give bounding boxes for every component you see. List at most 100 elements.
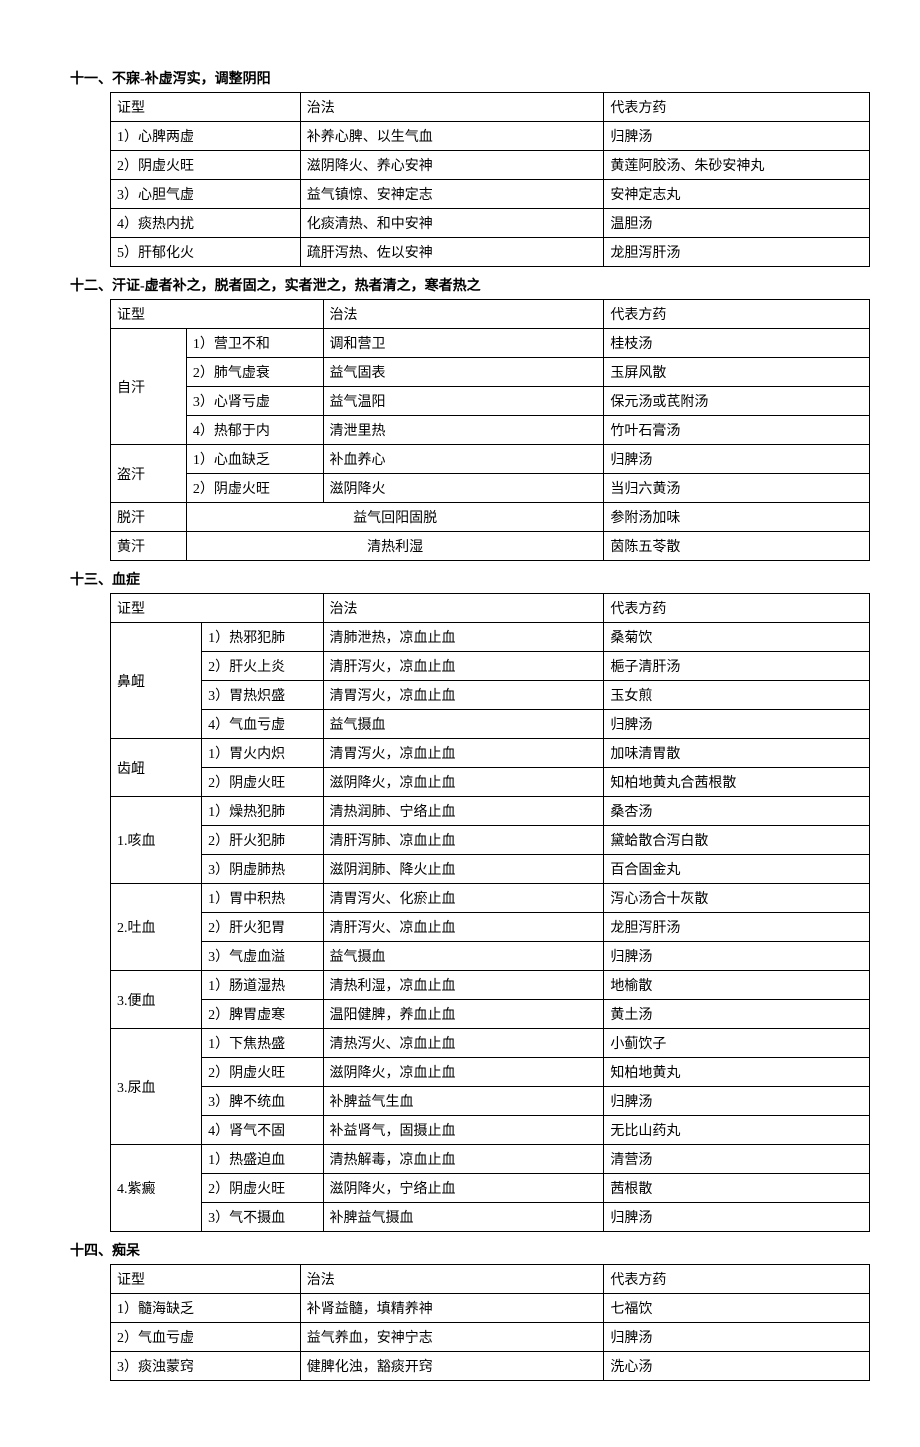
cell: 桑菊饮 <box>604 623 870 652</box>
cell: 桂枝汤 <box>604 329 870 358</box>
cell: 桑杏汤 <box>604 797 870 826</box>
cell: 1）心血缺乏 <box>186 445 323 474</box>
cell: 清肝泻火，凉血止血 <box>323 652 604 681</box>
cell: 补益肾气，固摄止血 <box>323 1116 604 1145</box>
cell: 2）阴虚火旺 <box>111 151 301 180</box>
cell: 益气养血，安神宁志 <box>300 1323 604 1352</box>
table-11: 证型 治法 代表方药 1）心脾两虚补养心脾、以生气血归脾汤2）阴虚火旺滋阴降火、… <box>110 92 870 267</box>
cell: 2）阴虚火旺 <box>202 768 323 797</box>
cell: 归脾汤 <box>604 942 870 971</box>
table-13: 证型 治法 代表方药 鼻衄1）热邪犯肺清肺泄热，凉血止血桑菊饮2）肝火上炎清肝泻… <box>110 593 870 1232</box>
cell: 清泄里热 <box>323 416 604 445</box>
cell: 茜根散 <box>604 1174 870 1203</box>
cell: 4）痰热内扰 <box>111 209 301 238</box>
th: 证型 <box>111 93 301 122</box>
cell: 3）心胆气虚 <box>111 180 301 209</box>
section-12-title: 十二、汗证-虚者补之，脱者固之，实者泄之，热者清之，寒者热之 <box>70 275 850 295</box>
section-13-title: 十三、血症 <box>70 569 850 589</box>
cell: 2）肝火犯肺 <box>202 826 323 855</box>
cell: 1）营卫不和 <box>186 329 323 358</box>
cell: 1）下焦热盛 <box>202 1029 323 1058</box>
cell: 补肾益髓，填精养神 <box>300 1294 604 1323</box>
cell: 滋阴降火，凉血止血 <box>323 768 604 797</box>
group-cell: 盗汗 <box>111 445 187 503</box>
cell: 3）胃热炽盛 <box>202 681 323 710</box>
cell: 无比山药丸 <box>604 1116 870 1145</box>
cell: 3）痰浊蒙窍 <box>111 1352 301 1381</box>
cell: 滋阴降火，宁络止血 <box>323 1174 604 1203</box>
tbody-12: 自汗1）营卫不和调和营卫桂枝汤 2）肺气虚衰益气固表玉屏风散 3）心肾亏虚益气温阳保… <box>111 329 870 561</box>
cell: 安神定志丸 <box>604 180 870 209</box>
cell: 1）热邪犯肺 <box>202 623 323 652</box>
cell: 归脾汤 <box>604 1323 870 1352</box>
cell: 3）脾不统血 <box>202 1087 323 1116</box>
cell: 2）肝火犯胃 <box>202 913 323 942</box>
group-cell: 1.咳血 <box>111 797 202 884</box>
tbody-11: 1）心脾两虚补养心脾、以生气血归脾汤2）阴虚火旺滋阴降火、养心安神黄莲阿胶汤、朱… <box>111 122 870 267</box>
th: 证型 <box>111 594 324 623</box>
th: 治法 <box>300 93 604 122</box>
cell: 加味清胃散 <box>604 739 870 768</box>
cell: 益气回阳固脱 <box>186 503 603 532</box>
cell: 清热解毒，凉血止血 <box>323 1145 604 1174</box>
cell: 知柏地黄丸合茜根散 <box>604 768 870 797</box>
table-12: 证型 治法 代表方药 自汗1）营卫不和调和营卫桂枝汤2）肺气虚衰益气固表玉屏风散… <box>110 299 870 561</box>
cell: 梔子清肝汤 <box>604 652 870 681</box>
cell: 温胆汤 <box>604 209 870 238</box>
cell: 小蓟饮子 <box>604 1029 870 1058</box>
cell: 调和营卫 <box>323 329 604 358</box>
section-11-title: 十一、不寐-补虚泻实，调整阴阳 <box>70 68 850 88</box>
cell: 1）热盛迫血 <box>202 1145 323 1174</box>
cell: 保元汤或芪附汤 <box>604 387 870 416</box>
cell: 滋阴降火，凉血止血 <box>323 1058 604 1087</box>
th: 代表方药 <box>604 1265 870 1294</box>
cell: 2）肺气虚衰 <box>186 358 323 387</box>
group-cell: 3.便血 <box>111 971 202 1029</box>
cell: 益气摄血 <box>323 942 604 971</box>
cell: 清胃泻火，凉血止血 <box>323 739 604 768</box>
cell: 1）胃火内炽 <box>202 739 323 768</box>
group-cell: 鼻衄 <box>111 623 202 739</box>
cell: 归脾汤 <box>604 710 870 739</box>
cell: 益气摄血 <box>323 710 604 739</box>
cell: 2）气血亏虚 <box>111 1323 301 1352</box>
tbody-14: 1）髓海缺乏补肾益髓，填精养神七福饮2）气血亏虚益气养血，安神宁志归脾汤3）痰浊… <box>111 1294 870 1381</box>
cell: 补养心脾、以生气血 <box>300 122 604 151</box>
cell: 清热泻火、凉血止血 <box>323 1029 604 1058</box>
group-cell: 齿衄 <box>111 739 202 797</box>
cell: 玉屏风散 <box>604 358 870 387</box>
cell: 归脾汤 <box>604 1203 870 1232</box>
cell: 玉女煎 <box>604 681 870 710</box>
cell: 归脾汤 <box>604 122 870 151</box>
th: 治法 <box>300 1265 604 1294</box>
cell: 4）气血亏虚 <box>202 710 323 739</box>
th: 治法 <box>323 594 604 623</box>
cell: 健脾化浊，豁痰开窍 <box>300 1352 604 1381</box>
group-cell: 自汗 <box>111 329 187 445</box>
cell: 百合固金丸 <box>604 855 870 884</box>
cell: 滋阴降火 <box>323 474 604 503</box>
group-cell: 4.紫癜 <box>111 1145 202 1232</box>
th: 代表方药 <box>604 594 870 623</box>
cell: 2）阴虚火旺 <box>202 1058 323 1087</box>
cell: 黄土汤 <box>604 1000 870 1029</box>
cell: 泻心汤合十灰散 <box>604 884 870 913</box>
cell: 益气镇惊、安神定志 <box>300 180 604 209</box>
cell: 七福饮 <box>604 1294 870 1323</box>
cell: 黄莲阿胶汤、朱砂安神丸 <box>604 151 870 180</box>
cell: 清肺泄热，凉血止血 <box>323 623 604 652</box>
cell: 3）心肾亏虚 <box>186 387 323 416</box>
group-cell: 黄汗 <box>111 532 187 561</box>
cell: 地榆散 <box>604 971 870 1000</box>
cell: 3）气不摄血 <box>202 1203 323 1232</box>
cell: 1）心脾两虚 <box>111 122 301 151</box>
cell: 4）热郁于内 <box>186 416 323 445</box>
cell: 当归六黄汤 <box>604 474 870 503</box>
cell: 益气固表 <box>323 358 604 387</box>
cell: 茵陈五苓散 <box>604 532 870 561</box>
cell: 清热利湿 <box>186 532 603 561</box>
cell: 益气温阳 <box>323 387 604 416</box>
cell: 参附汤加味 <box>604 503 870 532</box>
cell: 黛蛤散合泻白散 <box>604 826 870 855</box>
cell: 归脾汤 <box>604 445 870 474</box>
